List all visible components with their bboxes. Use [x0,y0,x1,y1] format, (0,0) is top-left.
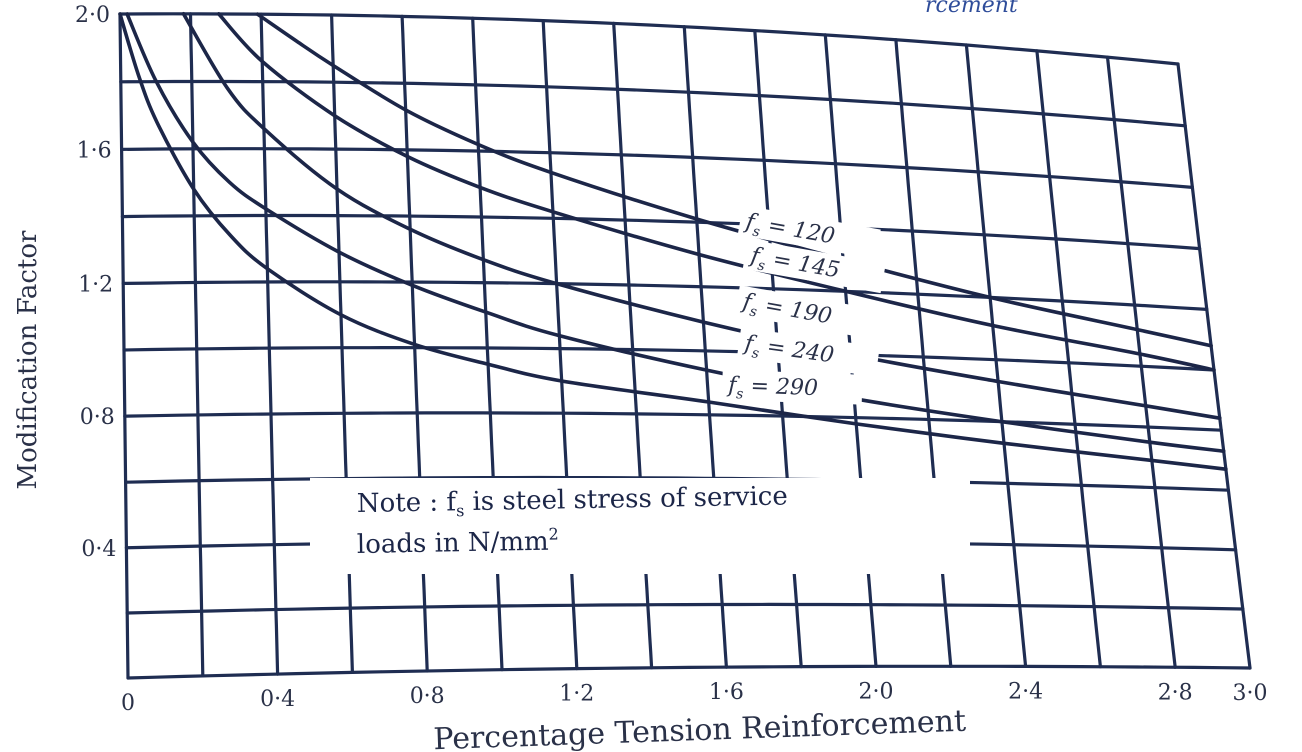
horizontal-gridline [123,411,1223,432]
x-tick-label: 3·0 [1233,681,1268,706]
grid [118,12,1252,680]
y-tick-label: 0·8 [80,405,115,430]
note-line-1-rest: is steel stress of service [464,481,788,517]
x-axis-title: Percentage Tension Reinforcement [433,704,967,752]
horizontal-gridline [121,280,1209,311]
note-line-2-sup: 2 [548,524,559,543]
series-label-rest: = 240 [758,333,835,368]
note-line-2: loads in N/mm2 [357,524,560,560]
x-tick-label: 2·8 [1158,680,1193,705]
vertical-gridline [118,12,130,680]
series-label-sub: s [751,345,760,362]
series-label-background [734,285,878,340]
vertical-gridline [188,12,205,678]
y-axis-title: Modification Factor [13,230,43,490]
note-line-1: Note : fs is steel stress of service [357,481,788,522]
x-tick-label: 0·4 [260,687,295,712]
vertical-gridline [964,43,1028,668]
note-line-1-sub: s [456,501,465,520]
series-label-background [737,205,881,260]
x-tick-label: 0 [121,691,135,716]
y-tick-label: 1·2 [78,272,113,297]
series-line-2 [216,12,1216,372]
x-tick-label: 0·8 [410,684,445,709]
series-label-5: fs = 290 [726,373,819,405]
horizontal-gridline [120,213,1202,251]
vertical-gridline [259,12,280,676]
horizontal-gridline [120,147,1194,189]
y-tick-label: 1·6 [77,138,112,163]
series-label-rest: = 290 [743,374,818,402]
series-line-5 [118,12,1228,471]
x-tick-label: 2·0 [859,679,894,704]
note-line-1-prefix: Note : f [357,487,459,519]
series-label-sub: s [756,258,766,275]
x-tick-label: 2·4 [1008,679,1043,704]
series-line-4 [125,12,1226,453]
horizontal-gridline [126,664,1252,680]
series-label-sub: s [736,386,744,402]
series-line-3 [181,12,1222,420]
vertical-gridline [1105,55,1177,669]
curves [118,12,1228,471]
series-label-background [736,327,880,377]
series-line-1 [255,12,1213,348]
horizontal-gridline [122,345,1216,372]
y-tick-label: 2·0 [75,3,110,28]
series-label-sub: s [751,224,761,241]
x-tick-label: 1·6 [709,680,744,705]
x-tick-label: 1·2 [559,682,594,707]
horizontal-gridline [118,12,1180,66]
series-label-background [721,369,863,405]
note-line-2-prefix: loads in N/mm [357,527,549,560]
horizontal-gridline [125,602,1245,615]
vertical-gridline [1035,49,1102,669]
horizontal-gridline [119,79,1187,128]
series-label-background [742,239,886,294]
y-tick-label: 0·4 [81,537,116,562]
series-label-sub: s [748,304,758,321]
note-background [310,478,970,574]
chart-title-fragment: rcement [925,0,1018,18]
